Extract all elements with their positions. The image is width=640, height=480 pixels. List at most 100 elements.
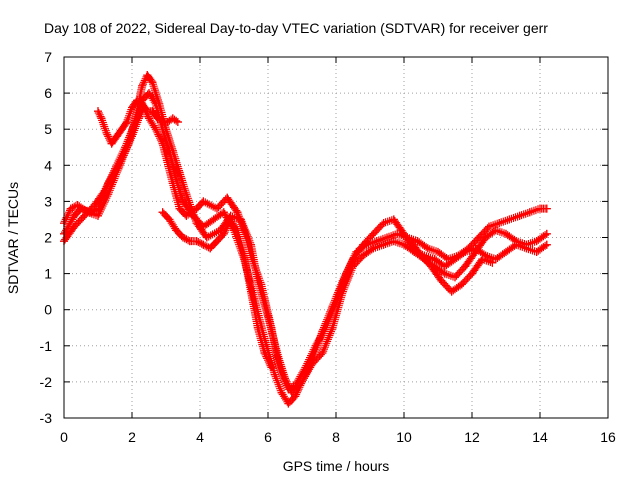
data-point xyxy=(542,240,551,249)
data-point xyxy=(100,186,109,195)
data-point xyxy=(478,255,487,264)
y-tick-label: 3 xyxy=(44,193,52,209)
data-point xyxy=(359,251,368,260)
data-point xyxy=(153,114,162,123)
data-point xyxy=(173,117,182,126)
data-point xyxy=(369,244,378,253)
data-point xyxy=(111,164,119,173)
data-series xyxy=(60,71,551,408)
data-point xyxy=(495,219,504,228)
data-point xyxy=(253,276,262,285)
data-point xyxy=(413,237,422,246)
data-point xyxy=(369,229,378,238)
data-point xyxy=(219,229,228,238)
data-point xyxy=(349,262,357,271)
data-point xyxy=(532,247,541,256)
data-point xyxy=(172,175,181,184)
data-point xyxy=(233,226,242,235)
data-point xyxy=(440,269,449,278)
data-point xyxy=(209,215,218,224)
data-point xyxy=(491,226,500,235)
data-point xyxy=(175,204,184,213)
data-point xyxy=(247,240,255,249)
data-point xyxy=(512,240,521,249)
data-point xyxy=(179,233,187,242)
y-tick-label: -3 xyxy=(40,410,53,426)
data-point xyxy=(213,237,221,246)
data-point xyxy=(393,229,402,238)
y-axis-label: SDTVAR / TECUs xyxy=(5,182,21,294)
data-point xyxy=(179,197,187,206)
data-point xyxy=(400,229,408,238)
data-point xyxy=(151,125,160,134)
y-tick-label: 0 xyxy=(44,302,52,318)
x-axis-label: GPS time / hours xyxy=(283,458,390,474)
data-point xyxy=(461,247,470,256)
x-tick-label: 2 xyxy=(128,429,136,445)
data-point xyxy=(328,323,337,332)
data-point xyxy=(457,280,466,289)
data-point xyxy=(182,190,191,199)
data-point xyxy=(471,244,480,253)
data-point xyxy=(172,226,181,235)
data-point xyxy=(349,255,357,264)
data-point xyxy=(338,287,347,296)
data-point xyxy=(202,233,211,242)
data-point xyxy=(434,247,442,256)
data-point xyxy=(192,237,201,246)
data-point xyxy=(70,222,79,231)
data-point xyxy=(264,312,272,321)
y-tick-label: 2 xyxy=(44,230,52,246)
y-tick-label: 5 xyxy=(44,121,52,137)
data-point xyxy=(253,323,262,332)
chart-title: Day 108 of 2022, Sidereal Day-to-day VTE… xyxy=(44,20,548,36)
data-point xyxy=(440,262,449,271)
data-point xyxy=(226,215,235,224)
data-point xyxy=(138,81,147,90)
data-point xyxy=(522,244,531,253)
data-point xyxy=(542,204,551,213)
data-point xyxy=(206,244,215,253)
x-tick-label: 16 xyxy=(600,429,616,445)
data-point xyxy=(298,377,306,386)
data-point xyxy=(90,201,99,210)
data-point xyxy=(267,363,276,372)
data-point xyxy=(66,204,75,213)
data-point xyxy=(163,117,172,126)
data-point xyxy=(107,139,116,148)
data-point xyxy=(423,244,432,253)
data-point xyxy=(437,276,446,285)
data-point xyxy=(451,273,459,282)
x-tick-label: 12 xyxy=(464,429,480,445)
data-point xyxy=(213,204,221,213)
data-point xyxy=(158,125,167,134)
data-point xyxy=(94,107,102,116)
data-point xyxy=(128,103,136,112)
data-point xyxy=(199,222,208,231)
data-point xyxy=(451,255,459,264)
data-point xyxy=(427,262,436,271)
data-point xyxy=(481,233,490,242)
data-point xyxy=(532,237,541,246)
data-point xyxy=(145,114,153,123)
data-point xyxy=(281,374,289,383)
data-point xyxy=(383,233,391,242)
data-point xyxy=(318,327,327,336)
data-point xyxy=(400,240,408,249)
y-tick-label: 7 xyxy=(44,49,52,65)
plot-frame xyxy=(63,56,609,419)
data-point xyxy=(94,211,102,220)
data-point xyxy=(117,125,126,134)
data-point xyxy=(515,211,524,220)
data-point xyxy=(474,233,483,242)
data-point xyxy=(485,222,493,231)
data-point xyxy=(240,251,249,260)
data-point xyxy=(284,399,293,408)
x-tick-label: 10 xyxy=(396,429,412,445)
data-point xyxy=(122,117,131,126)
data-point xyxy=(165,146,174,155)
x-tick-label: 4 xyxy=(196,429,204,445)
data-point xyxy=(447,287,456,296)
